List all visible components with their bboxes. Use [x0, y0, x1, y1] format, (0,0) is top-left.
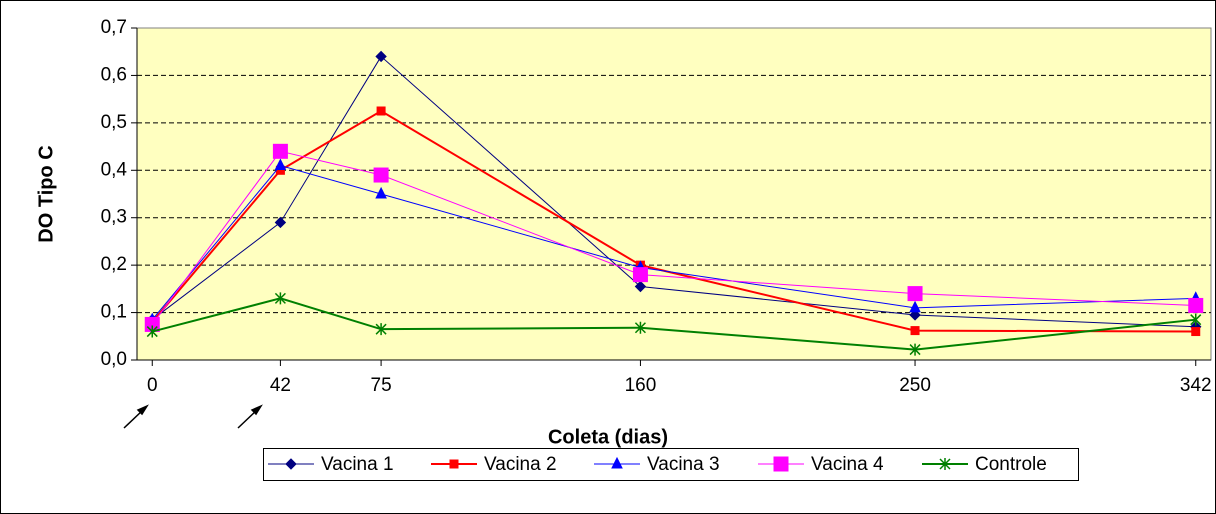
marker — [907, 286, 923, 302]
series-line — [152, 297, 1196, 351]
marker — [634, 321, 646, 334]
x-tick-label: 0 — [147, 375, 158, 396]
marker — [1190, 313, 1202, 326]
marker — [146, 325, 158, 338]
marker — [274, 292, 286, 305]
y-tick-label: 0,5 — [101, 112, 127, 133]
marker — [909, 343, 921, 356]
y-tick-label: 0,2 — [101, 254, 127, 275]
y-tick-label: 0,1 — [101, 302, 127, 323]
marker — [910, 326, 920, 336]
series-line — [151, 164, 1196, 321]
marker — [285, 458, 297, 470]
y-tick-label: 0,7 — [101, 17, 127, 38]
marker — [909, 300, 921, 313]
y-tick-label: 0,6 — [101, 64, 127, 85]
series-line — [151, 150, 1196, 325]
marker — [773, 456, 789, 472]
y-tick-label: 0,0 — [101, 349, 127, 370]
x-tick-label: 250 — [899, 375, 931, 396]
marker — [632, 267, 648, 283]
series-line — [151, 55, 1196, 328]
marker — [939, 458, 951, 470]
x-tick-label: 342 — [1180, 375, 1212, 396]
x-tick-label: 160 — [625, 375, 657, 396]
y-axis-title: DO Tipo C — [35, 145, 57, 242]
x-axis-title: Coleta (dias) — [548, 426, 668, 448]
legend-label: Vacina 4 — [811, 454, 884, 475]
marker — [634, 280, 647, 293]
y-tick-label: 0,3 — [101, 207, 127, 228]
marker — [611, 456, 623, 469]
marker — [1191, 327, 1201, 337]
marker — [909, 309, 921, 321]
y-tick-label: 0,4 — [101, 159, 128, 180]
plot-area — [136, 27, 1212, 361]
legend-label: Controle — [975, 454, 1047, 475]
arrows — [123, 404, 263, 429]
marker — [375, 323, 387, 336]
series-line — [151, 109, 1196, 333]
marker — [373, 167, 389, 183]
marker — [274, 158, 287, 171]
legend-label: Vacina 3 — [647, 454, 720, 475]
marker — [274, 216, 287, 229]
marker — [376, 106, 386, 116]
marker — [272, 143, 288, 159]
marker — [375, 186, 387, 199]
marker — [1188, 297, 1204, 313]
legend-label: Vacina 1 — [321, 454, 394, 475]
legend-label: Vacina 2 — [484, 454, 557, 475]
x-tick-label: 75 — [371, 375, 392, 396]
marker — [449, 459, 459, 469]
legend — [263, 448, 1079, 481]
marker — [375, 50, 387, 63]
x-tick-label: 42 — [270, 375, 291, 396]
